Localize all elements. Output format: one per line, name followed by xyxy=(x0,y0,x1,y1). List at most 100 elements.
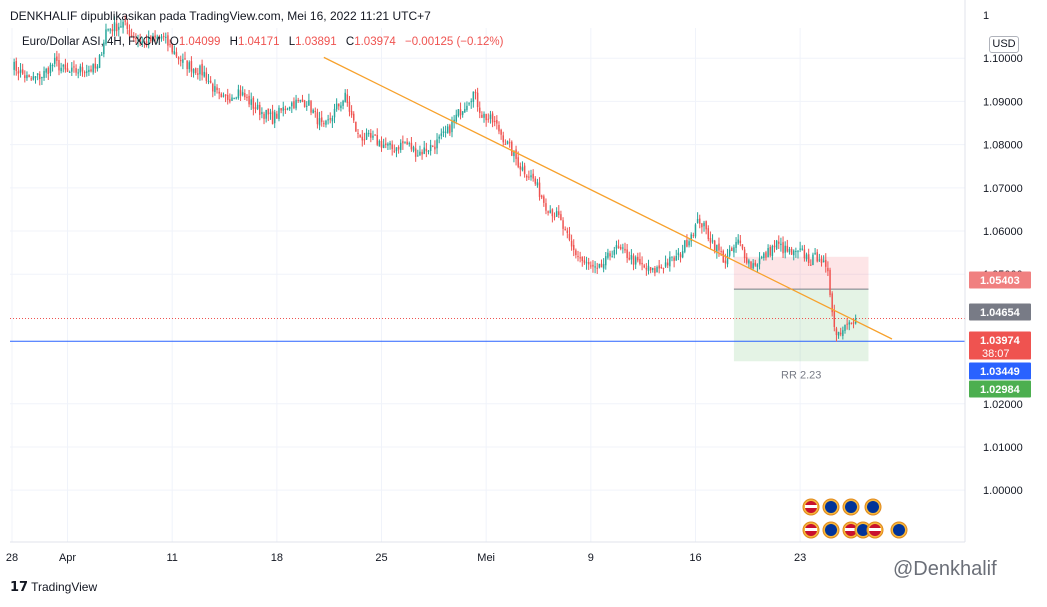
candle-body xyxy=(681,251,684,258)
candle-body xyxy=(513,150,515,157)
candle-body xyxy=(607,252,609,258)
candle-body xyxy=(71,67,73,72)
candle-body xyxy=(504,143,507,145)
candle-body xyxy=(784,245,786,253)
candle-body xyxy=(197,73,199,75)
candle-body xyxy=(318,118,321,126)
candle-body xyxy=(314,111,317,113)
event-icon[interactable] xyxy=(864,498,882,516)
candle-body xyxy=(293,101,295,109)
candle-body xyxy=(308,100,310,106)
candle-body xyxy=(476,92,479,108)
candle-body xyxy=(137,39,139,41)
candle-body xyxy=(165,36,167,38)
candle-body xyxy=(803,249,806,259)
event-icon[interactable] xyxy=(842,498,860,516)
candle-body xyxy=(406,141,408,145)
x-tick-label: Mei xyxy=(477,552,495,564)
candle-body xyxy=(472,91,475,102)
candle-body xyxy=(105,29,107,44)
candle-body xyxy=(167,35,169,46)
candle-body xyxy=(558,211,560,215)
candle-body xyxy=(521,167,524,171)
event-icon[interactable] xyxy=(842,521,860,539)
candle-body xyxy=(26,75,28,79)
event-icon[interactable] xyxy=(822,498,840,516)
candle-body xyxy=(434,146,436,150)
candle-body xyxy=(188,62,191,70)
candle-body xyxy=(818,259,821,261)
candle-body xyxy=(94,63,97,69)
candle-body xyxy=(839,332,842,335)
event-icon[interactable] xyxy=(802,498,820,516)
candle-body xyxy=(256,104,259,109)
candle-body xyxy=(474,91,477,94)
position-zone[interactable]: RR 2.23 xyxy=(733,256,869,381)
candle-body xyxy=(489,114,492,119)
candle-body xyxy=(395,147,398,152)
symbol-name[interactable]: Euro/Dollar ASI, 4H, FXCM xyxy=(22,36,161,48)
candle-body xyxy=(656,267,658,273)
candle-body xyxy=(436,139,438,149)
candle-body xyxy=(259,104,261,115)
candle-body xyxy=(664,262,667,267)
currency-selector[interactable]: USD xyxy=(989,36,1019,53)
candle-body xyxy=(446,126,449,133)
candle-body xyxy=(767,248,769,257)
candle-body xyxy=(427,150,430,152)
candle-body xyxy=(338,103,340,107)
event-icon[interactable] xyxy=(802,521,820,539)
candle-body xyxy=(295,99,297,109)
candle-body xyxy=(540,195,543,198)
candle-body xyxy=(844,324,846,331)
candle-body xyxy=(835,328,838,336)
candle-body xyxy=(720,251,722,253)
candle-body xyxy=(481,114,483,118)
candle-body xyxy=(684,240,686,252)
candle-body xyxy=(816,252,818,262)
take-profit-zone[interactable] xyxy=(733,289,869,362)
economic-event-icons[interactable] xyxy=(802,498,908,539)
tradingview-logo[interactable]: 17 TradingView xyxy=(10,580,97,595)
resistance-trendline[interactable] xyxy=(323,56,893,340)
candle-body xyxy=(728,249,731,256)
y-tick-label: 1.00000 xyxy=(983,485,1023,497)
candle-body xyxy=(414,148,417,157)
symbol-legend[interactable]: Euro/Dollar ASI, 4H, FXCM O1.04099 H1.04… xyxy=(22,36,503,48)
candle-body xyxy=(32,76,35,80)
candle-body xyxy=(299,99,302,102)
candle-body xyxy=(73,66,75,68)
candle-body xyxy=(24,75,26,78)
event-icon[interactable] xyxy=(822,521,840,539)
price-axis[interactable]: 1.100001.090001.080001.070001.060001.050… xyxy=(983,10,1023,497)
candle-body xyxy=(848,322,851,325)
candle-body xyxy=(417,155,419,157)
candle-body xyxy=(28,75,30,77)
candle-body xyxy=(333,108,336,118)
event-icon[interactable] xyxy=(866,521,884,539)
high-label: H xyxy=(229,36,238,48)
event-icon[interactable] xyxy=(890,521,908,539)
candle-body xyxy=(231,97,233,101)
candle-body xyxy=(254,107,257,110)
candle-body xyxy=(654,268,656,274)
candle-body xyxy=(66,68,69,72)
y-tick-label: 1.01000 xyxy=(983,442,1023,454)
candle-body xyxy=(611,256,613,258)
candle-body xyxy=(301,99,304,102)
candle-body xyxy=(671,256,673,258)
candle-body xyxy=(716,244,718,252)
candle-body xyxy=(442,131,445,133)
candle-body xyxy=(175,52,178,57)
time-axis[interactable]: 28 Apr 11 18 25 Mei 9 16 23 xyxy=(6,552,806,564)
candle-body xyxy=(745,257,748,263)
horizontal-lines xyxy=(10,318,965,342)
trendline-drawing[interactable] xyxy=(323,56,893,340)
candle-body xyxy=(801,248,804,250)
candle-body xyxy=(596,267,598,269)
event-icon[interactable] xyxy=(854,521,872,539)
x-tick-label: 28 xyxy=(6,552,18,564)
stop-loss-zone[interactable] xyxy=(733,256,869,290)
